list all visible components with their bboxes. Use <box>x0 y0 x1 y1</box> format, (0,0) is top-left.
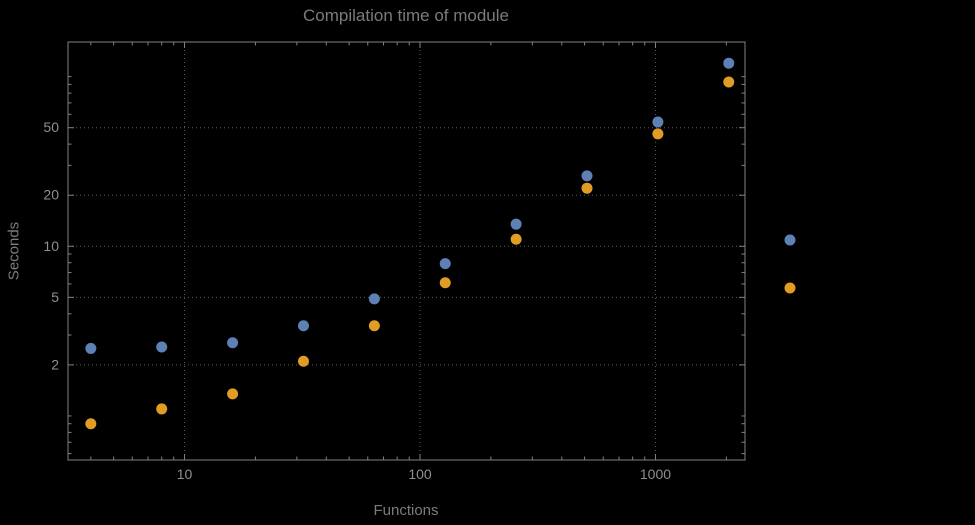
data-point-series-1 <box>581 170 593 182</box>
data-point-series-2 <box>85 418 97 430</box>
y-tick-label: 10 <box>43 238 59 254</box>
data-point-series-2 <box>297 355 309 367</box>
plot-frame <box>67 41 746 461</box>
data-point-series-1 <box>439 258 451 270</box>
data-point-series-1 <box>368 293 380 305</box>
data-point-series-1 <box>510 218 522 230</box>
x-tick-label: 10 <box>177 466 193 482</box>
x-axis-label: Functions <box>373 502 439 519</box>
legend-marker-blue <box>784 234 796 246</box>
data-point-series-2 <box>723 76 735 88</box>
data-point-series-1 <box>297 320 309 332</box>
data-point-series-1 <box>85 342 97 354</box>
x-tick-label: 1000 <box>640 466 671 482</box>
data-point-series-1 <box>156 341 168 353</box>
data-point-series-2 <box>368 320 380 332</box>
legend-marker-orange <box>784 282 796 294</box>
data-point-series-2 <box>227 388 239 400</box>
data-point-series-2 <box>581 182 593 194</box>
chart-title: Compilation time of module <box>303 6 509 25</box>
data-point-series-2 <box>439 277 451 289</box>
data-point-series-1 <box>652 116 664 128</box>
data-point-series-1 <box>227 337 239 349</box>
data-point-series-1 <box>723 57 735 69</box>
data-point-series-2 <box>652 128 664 140</box>
y-tick-label: 20 <box>43 187 59 203</box>
data-point-series-2 <box>156 403 168 415</box>
data-point-series-2 <box>510 233 522 245</box>
y-tick-label: 2 <box>51 356 59 372</box>
x-tick-label: 100 <box>408 466 432 482</box>
y-tick-label: 5 <box>51 289 59 305</box>
y-tick-label: 50 <box>43 119 59 135</box>
y-axis-label: Seconds <box>5 221 23 281</box>
